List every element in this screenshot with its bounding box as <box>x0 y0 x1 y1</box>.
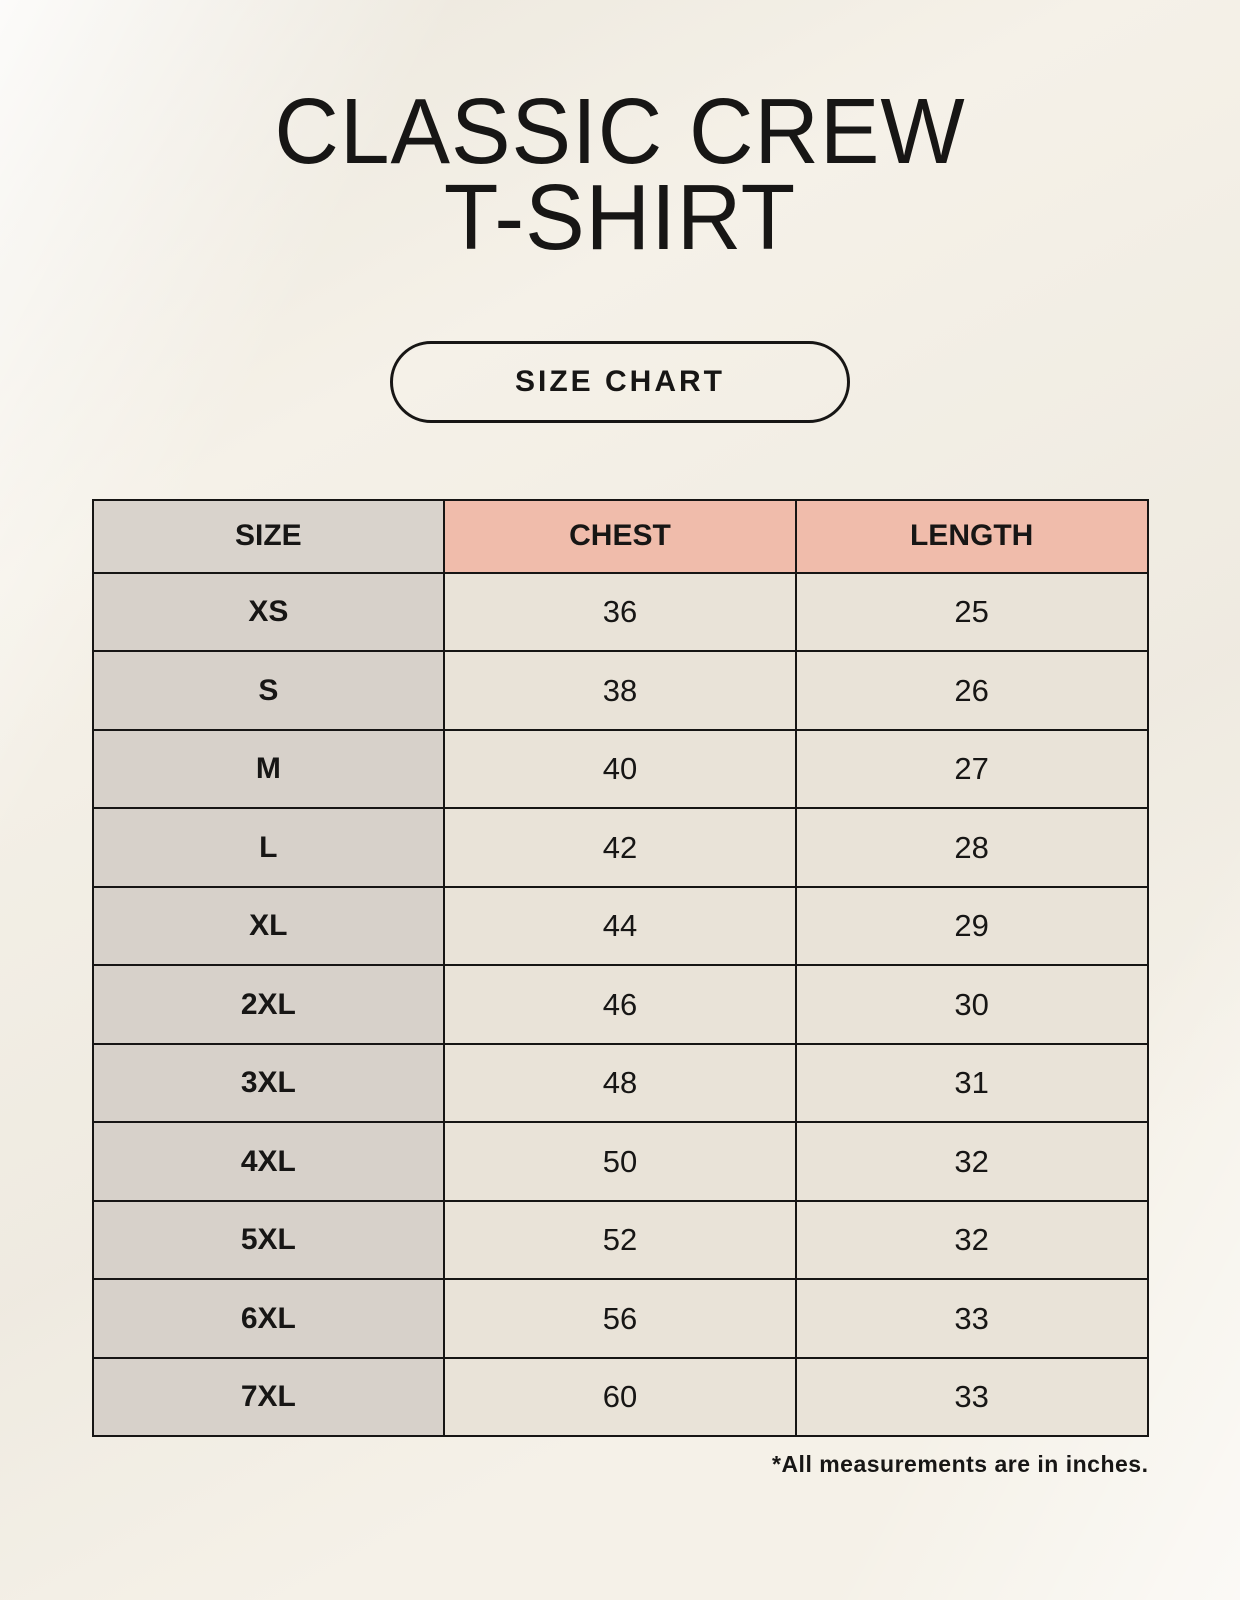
table-row: XL 44 29 <box>91 885 1149 967</box>
size-table-head: SIZE CHEST LENGTH <box>91 498 1149 574</box>
column-header-size: SIZE <box>91 498 446 574</box>
length-cell: 25 <box>794 571 1149 653</box>
badge-container: SIZE CHART <box>0 340 1240 423</box>
size-table-header-row: SIZE CHEST LENGTH <box>91 498 1149 574</box>
length-cell: 29 <box>794 885 1149 967</box>
chest-cell: 44 <box>443 885 797 967</box>
size-cell: 7XL <box>91 1356 446 1438</box>
size-table: SIZE CHEST LENGTH XS 36 25 S 38 26 M 40 27 L 42 28 XL 4… <box>91 498 1149 1438</box>
column-header-length: LENGTH <box>794 498 1149 574</box>
table-row: M 40 27 <box>91 728 1149 810</box>
length-cell: 30 <box>794 964 1149 1045</box>
chest-cell: 48 <box>443 1042 797 1124</box>
table-row: 7XL 60 33 <box>91 1356 1149 1438</box>
chest-cell: 50 <box>443 1121 797 1202</box>
table-row: XS 36 25 <box>91 571 1149 653</box>
length-cell: 27 <box>794 728 1149 810</box>
table-row: 5XL 52 32 <box>91 1199 1149 1281</box>
chest-cell: 60 <box>443 1356 797 1438</box>
chest-cell: 36 <box>443 571 797 653</box>
length-cell: 32 <box>794 1199 1149 1281</box>
length-cell: 32 <box>794 1121 1149 1202</box>
chest-cell: 38 <box>443 650 797 731</box>
chest-cell: 42 <box>443 807 797 888</box>
measurements-footnote: *All measurements are in inches. <box>772 1451 1149 1478</box>
size-cell: M <box>91 728 446 810</box>
chest-cell: 40 <box>443 728 797 810</box>
size-cell: 5XL <box>91 1199 446 1281</box>
length-cell: 33 <box>794 1278 1149 1359</box>
table-row: 6XL 56 33 <box>91 1278 1149 1359</box>
table-row: 4XL 50 32 <box>91 1121 1149 1202</box>
size-cell: 6XL <box>91 1278 446 1359</box>
length-cell: 28 <box>794 807 1149 888</box>
size-chart-badge: SIZE CHART <box>390 340 850 423</box>
table-row: 3XL 48 31 <box>91 1042 1149 1124</box>
size-cell: S <box>91 650 446 731</box>
size-cell: L <box>91 807 446 888</box>
length-cell: 26 <box>794 650 1149 731</box>
chest-cell: 46 <box>443 964 797 1045</box>
chest-cell: 56 <box>443 1278 797 1359</box>
size-cell: XS <box>91 571 446 653</box>
column-header-chest: CHEST <box>443 498 797 574</box>
page-title: CLASSIC CREW T-SHIRT <box>25 79 1215 270</box>
table-row: S 38 26 <box>91 650 1149 731</box>
chest-cell: 52 <box>443 1199 797 1281</box>
length-cell: 33 <box>794 1356 1149 1438</box>
size-table-body: XS 36 25 S 38 26 M 40 27 L 42 28 XL 44 29 2XL 46 30 3XL 48 3… <box>91 571 1149 1438</box>
size-cell: 2XL <box>91 964 446 1045</box>
page-title-line-1: CLASSIC CREW <box>274 79 966 183</box>
table-row: L 42 28 <box>91 807 1149 888</box>
length-cell: 31 <box>794 1042 1149 1124</box>
size-cell: 4XL <box>91 1121 446 1202</box>
table-row: 2XL 46 30 <box>91 964 1149 1045</box>
size-chart-badge-label: SIZE CHART <box>515 364 725 398</box>
size-cell: 3XL <box>91 1042 446 1124</box>
size-table-container: SIZE CHEST LENGTH XS 36 25 S 38 26 M 40 27 L 42 28 XL 4… <box>91 498 1149 1438</box>
size-cell: XL <box>91 885 446 967</box>
page-title-line-2: T-SHIRT <box>443 165 797 270</box>
